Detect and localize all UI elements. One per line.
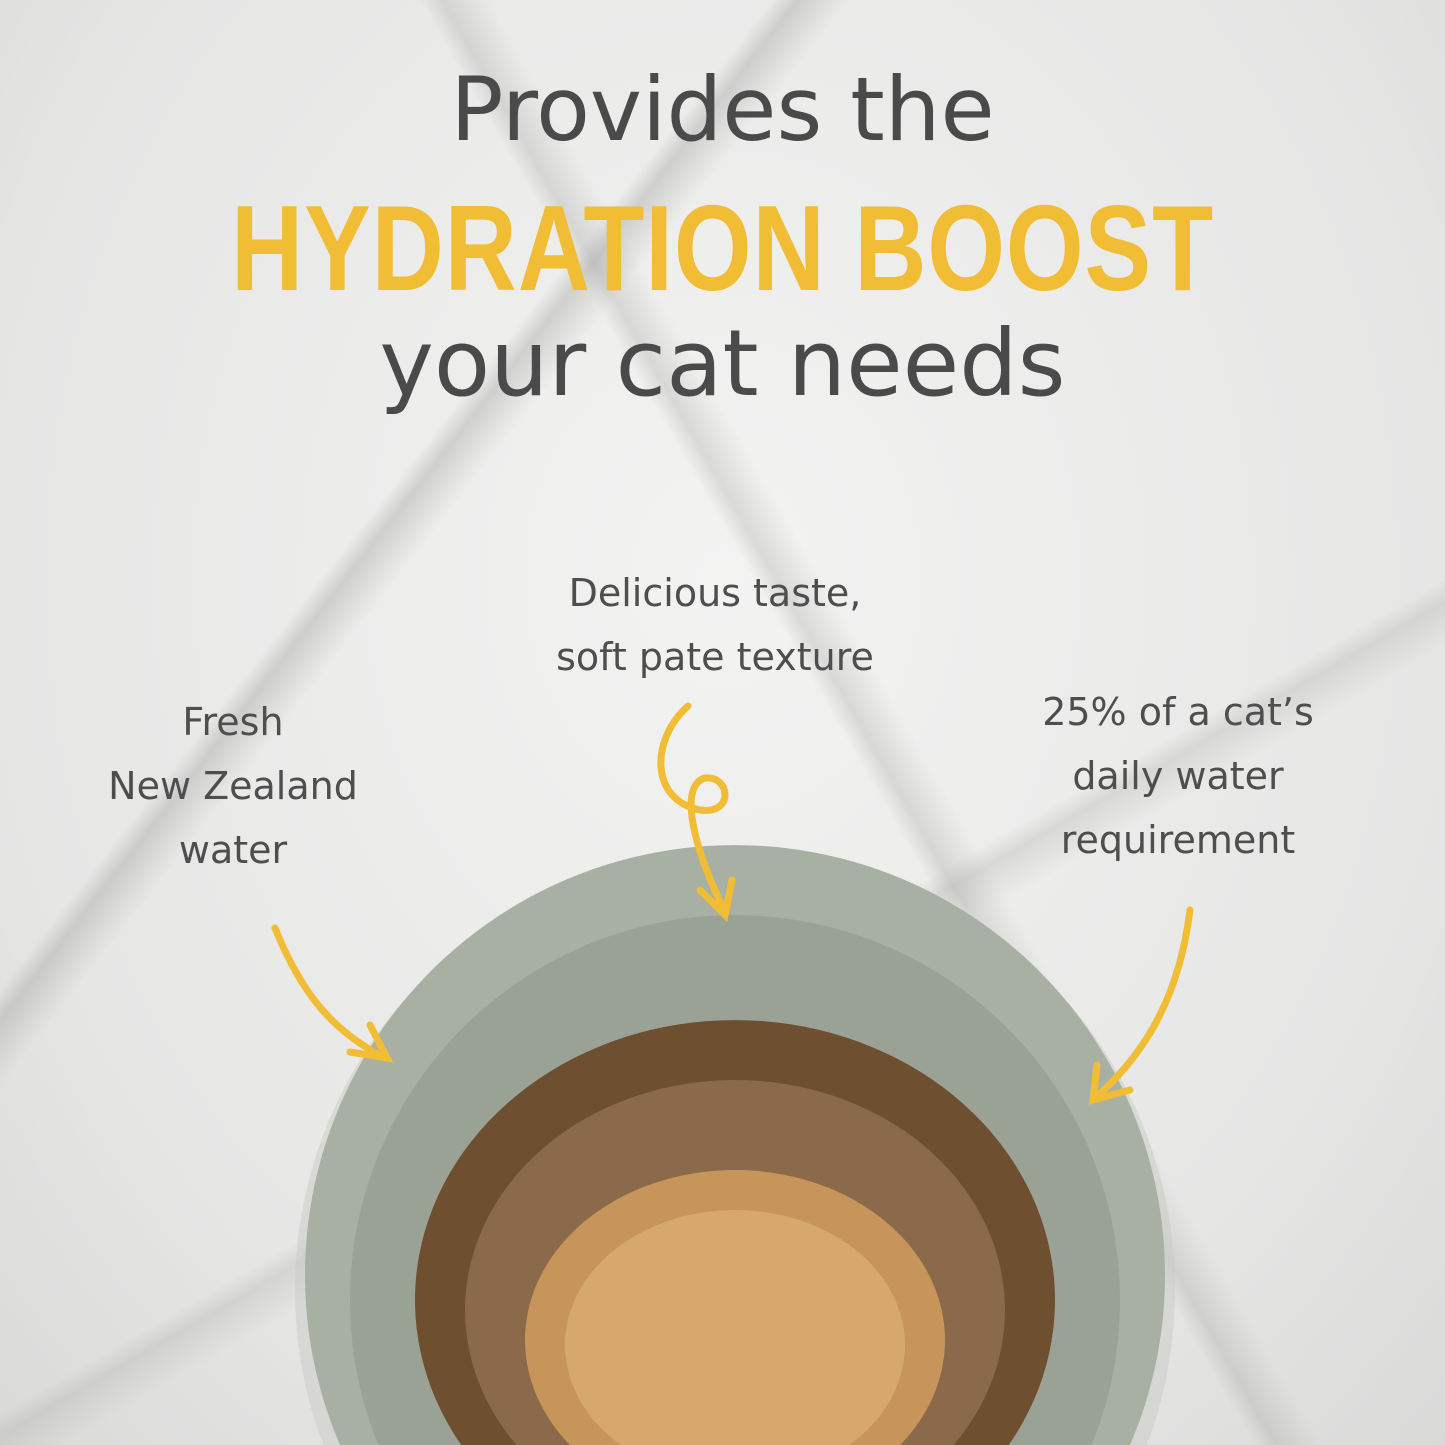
headline-highlight: HYDRATION BOOST	[230, 180, 1215, 316]
callout-line: daily water	[1072, 754, 1284, 798]
callout-line: water	[178, 828, 288, 872]
headline-line-1: Provides the	[450, 58, 995, 161]
callout-line: 25% of a cat’s	[1042, 690, 1314, 734]
left-arrow-icon	[271, 924, 394, 1063]
callout-requirement: 25% of a cat’s daily water requirement	[1003, 680, 1353, 872]
callout-taste: Delicious taste, soft pate texture	[515, 561, 915, 689]
cat-food-bowl	[295, 845, 1176, 1445]
callout-line: New Zealand	[108, 764, 358, 808]
callout-line: Delicious taste,	[568, 571, 862, 615]
callout-water: Fresh New Zealand water	[63, 690, 403, 882]
callout-line: Fresh	[182, 700, 284, 744]
right-arrow-icon	[1088, 906, 1194, 1105]
headline-line-3: your cat needs	[379, 310, 1066, 417]
center-arrow-icon	[657, 702, 736, 923]
callout-line: requirement	[1060, 818, 1296, 862]
callout-line: soft pate texture	[556, 635, 874, 679]
pate-top	[564, 1209, 905, 1445]
